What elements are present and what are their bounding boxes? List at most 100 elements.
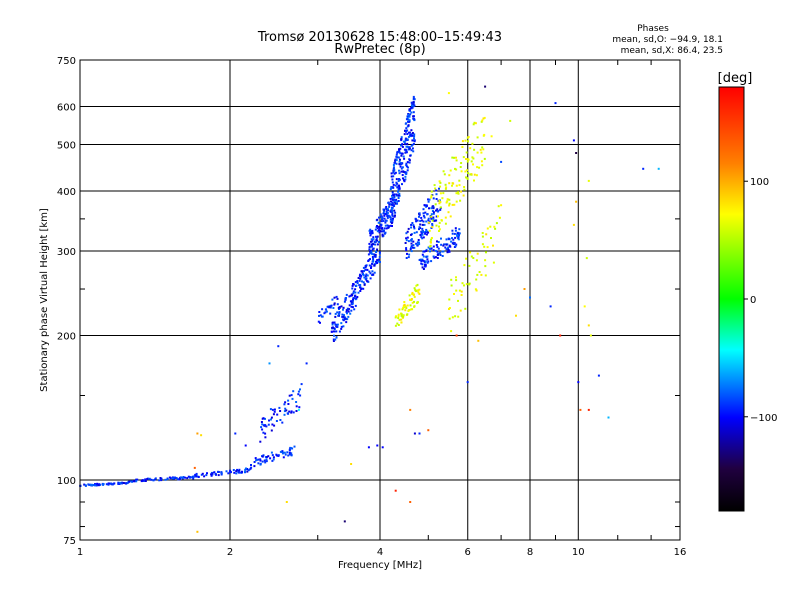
data-point	[113, 482, 116, 485]
data-point	[412, 95, 415, 98]
data-point	[265, 425, 268, 428]
data-point	[469, 173, 472, 176]
data-point	[407, 131, 410, 134]
data-point	[362, 274, 365, 277]
chart-subtitle: RwPretec (8p)	[334, 42, 425, 57]
data-point	[284, 453, 287, 456]
data-point	[396, 156, 399, 159]
data-point	[515, 314, 517, 317]
data-point	[297, 390, 300, 393]
data-point	[341, 315, 344, 318]
data-point	[91, 483, 93, 486]
data-point	[432, 245, 435, 248]
data-point	[396, 186, 399, 189]
data-point	[264, 432, 267, 435]
data-point	[343, 314, 345, 317]
data-point	[278, 406, 281, 409]
data-point	[371, 239, 374, 242]
data-point	[290, 454, 293, 456]
data-point	[414, 217, 417, 220]
data-point	[423, 260, 426, 263]
data-point	[408, 146, 411, 149]
data-point	[390, 175, 393, 178]
data-point	[359, 277, 362, 280]
data-point	[475, 259, 478, 262]
data-point	[283, 403, 286, 406]
data-point	[413, 139, 416, 142]
data-point	[408, 115, 411, 118]
data-point	[412, 115, 415, 118]
data-point	[451, 237, 453, 240]
data-point	[381, 446, 384, 449]
data-point	[408, 119, 411, 122]
data-point	[468, 282, 471, 285]
data-point	[446, 198, 449, 201]
data-point	[232, 469, 235, 471]
data-point	[261, 423, 264, 426]
data-point	[394, 159, 397, 162]
data-point	[469, 251, 472, 254]
data-point	[579, 408, 582, 411]
data-point	[423, 231, 426, 234]
colorbar	[718, 86, 745, 512]
data-point	[385, 206, 388, 208]
data-point	[284, 407, 287, 410]
data-point	[392, 217, 394, 220]
data-point	[210, 474, 213, 477]
data-point	[353, 308, 356, 311]
data-point	[368, 242, 371, 245]
data-point	[120, 482, 123, 485]
data-point	[354, 294, 357, 297]
data-point	[352, 283, 355, 285]
data-point	[471, 142, 474, 145]
data-point	[490, 135, 493, 138]
data-point	[336, 297, 339, 300]
data-point	[398, 169, 400, 172]
data-point	[375, 250, 378, 253]
data-point	[476, 151, 479, 154]
data-point	[372, 247, 375, 250]
data-point	[409, 501, 412, 503]
data-point	[377, 241, 380, 243]
data-point	[486, 246, 489, 249]
data-point	[495, 222, 498, 225]
data-point	[196, 432, 199, 435]
data-point	[376, 259, 379, 262]
data-point	[305, 362, 308, 365]
data-point	[332, 307, 335, 309]
data-point	[407, 124, 410, 127]
data-point	[435, 209, 437, 212]
data-point	[135, 479, 138, 482]
data-point	[413, 432, 416, 435]
data-point	[409, 408, 412, 411]
data-point	[152, 479, 155, 482]
data-point	[117, 482, 120, 485]
data-point	[176, 478, 179, 481]
data-point	[397, 200, 400, 202]
data-point	[136, 478, 139, 481]
data-point	[369, 245, 372, 248]
data-point	[378, 255, 381, 258]
data-point	[411, 106, 414, 109]
data-point	[463, 264, 466, 267]
data-point	[411, 134, 414, 137]
data-point	[397, 190, 399, 193]
data-point	[476, 252, 479, 255]
data-point	[439, 206, 442, 209]
data-point	[410, 245, 413, 248]
data-point	[396, 322, 399, 325]
data-point	[335, 295, 338, 298]
data-point	[470, 173, 473, 176]
data-point	[416, 241, 419, 244]
data-point	[253, 465, 256, 468]
data-point	[458, 232, 461, 235]
data-point	[480, 120, 483, 123]
data-point	[372, 260, 374, 263]
data-point	[427, 246, 430, 249]
data-point	[448, 204, 451, 207]
data-point	[188, 476, 191, 479]
data-point	[265, 458, 268, 461]
data-point	[182, 476, 185, 478]
data-point	[404, 122, 407, 125]
data-point	[412, 102, 415, 105]
